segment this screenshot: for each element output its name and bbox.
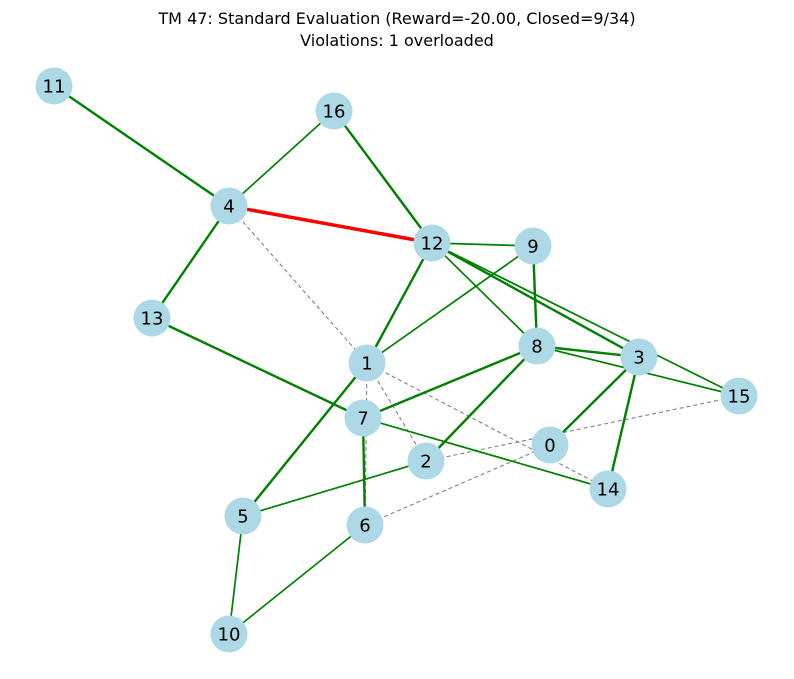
node-7: 7 xyxy=(344,399,382,437)
node-label: 11 xyxy=(43,77,66,98)
edge-11-4 xyxy=(53,85,230,207)
edge-4-1 xyxy=(228,205,368,364)
node-label: 0 xyxy=(544,436,555,457)
edge-4-12 xyxy=(228,204,433,245)
edge-1-2 xyxy=(366,362,427,462)
node-label: 9 xyxy=(527,237,538,258)
edge-13-7 xyxy=(151,316,364,420)
edge-3-14 xyxy=(606,356,641,490)
node-circle xyxy=(407,442,445,480)
node-circle xyxy=(210,187,248,225)
node-12: 12 xyxy=(413,224,451,262)
node-circle xyxy=(720,377,758,415)
node-circle xyxy=(620,338,658,376)
node-11: 11 xyxy=(35,67,73,105)
edge-2-15 xyxy=(425,395,740,462)
node-15: 15 xyxy=(720,377,758,415)
node-circle xyxy=(210,615,248,653)
node-9: 9 xyxy=(514,227,552,265)
edge-6-0 xyxy=(364,444,551,526)
edge-8-2 xyxy=(425,345,538,462)
node-circle xyxy=(346,506,384,544)
edge-5-2 xyxy=(242,460,427,517)
node-13: 13 xyxy=(133,299,171,337)
graph-title-line-1: TM 47: Standard Evaluation (Reward=-20.0… xyxy=(157,9,635,28)
edge-8-7 xyxy=(362,344,538,420)
edge-1-14 xyxy=(366,362,609,490)
node-label: 4 xyxy=(223,197,234,218)
node-circle xyxy=(344,399,382,437)
node-5: 5 xyxy=(224,497,262,535)
node-circle xyxy=(589,470,627,508)
node-6: 6 xyxy=(346,506,384,544)
node-14: 14 xyxy=(589,470,627,508)
edge-4-13 xyxy=(151,205,230,319)
node-label: 2 xyxy=(420,452,431,473)
edge-1-5 xyxy=(242,362,368,517)
edge-9-1 xyxy=(366,245,534,364)
node-label: 12 xyxy=(421,234,444,255)
edge-6-10 xyxy=(228,524,366,635)
node-10: 10 xyxy=(210,615,248,653)
edge-4-16 xyxy=(228,110,335,207)
node-circle xyxy=(531,426,569,464)
node-2: 2 xyxy=(407,442,445,480)
node-4: 4 xyxy=(210,187,248,225)
node-label: 8 xyxy=(531,337,542,358)
node-label: 5 xyxy=(237,507,248,528)
node-circle xyxy=(514,227,552,265)
node-circle xyxy=(35,67,73,105)
edge-12-8 xyxy=(431,242,538,347)
node-3: 3 xyxy=(620,338,658,376)
node-label: 15 xyxy=(728,387,751,408)
node-circle xyxy=(348,344,386,382)
edge-12-15 xyxy=(431,242,740,397)
graph-title-line-2: Violations: 1 overloaded xyxy=(300,31,494,50)
node-label: 7 xyxy=(357,409,368,430)
node-16: 16 xyxy=(315,92,353,130)
node-circle xyxy=(133,299,171,337)
edge-7-14 xyxy=(362,417,609,490)
node-circle xyxy=(413,224,451,262)
node-1: 1 xyxy=(348,344,386,382)
edge-5-10 xyxy=(228,515,244,635)
node-label: 14 xyxy=(597,480,620,501)
node-label: 1 xyxy=(361,354,372,375)
edge-12-1 xyxy=(365,242,434,364)
node-label: 13 xyxy=(141,309,164,330)
node-circle xyxy=(224,497,262,535)
node-label: 6 xyxy=(359,516,370,537)
node-8: 8 xyxy=(518,327,556,365)
node-label: 10 xyxy=(218,625,241,646)
node-label: 3 xyxy=(633,348,644,369)
edge-16-12 xyxy=(333,110,433,244)
edge-3-0 xyxy=(549,356,640,446)
node-circle xyxy=(518,327,556,365)
node-label: 16 xyxy=(323,102,346,123)
node-0: 0 xyxy=(531,426,569,464)
node-circle xyxy=(315,92,353,130)
